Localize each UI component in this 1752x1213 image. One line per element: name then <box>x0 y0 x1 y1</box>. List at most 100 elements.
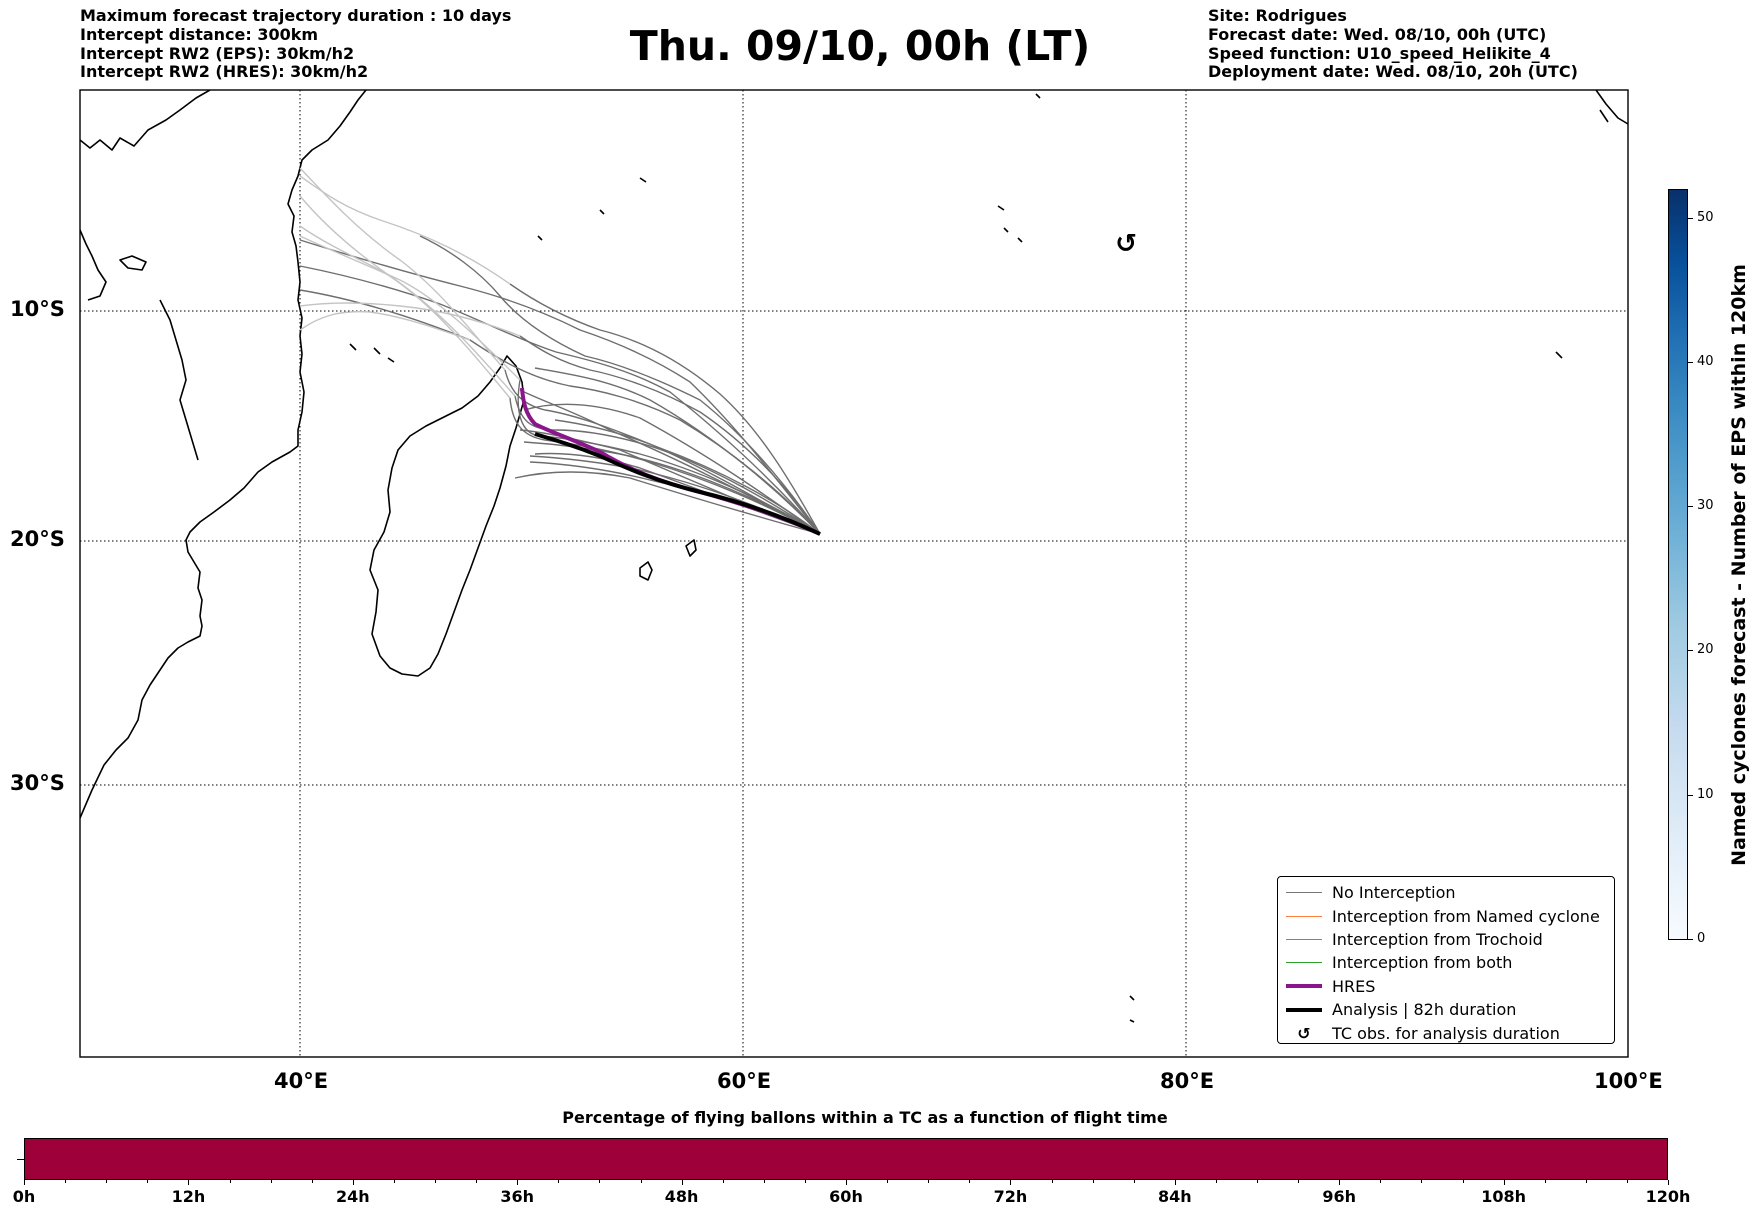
legend-line-swatch <box>1286 962 1322 964</box>
flight-time-tick-label: 60h <box>829 1187 863 1206</box>
flight-time-tick <box>517 1180 519 1185</box>
comoros-islands <box>349 343 395 363</box>
flight-time-minor-tick <box>1215 1180 1217 1183</box>
eps-trajectory <box>523 441 821 535</box>
flight-time-minor-tick <box>1626 1180 1628 1183</box>
eps-trajectories <box>299 235 821 535</box>
flight-time-minor-tick <box>887 1180 889 1183</box>
flight-time-tick-label: 24h <box>335 1187 370 1206</box>
intercept-eps-text: Intercept RW2 (EPS): 30km/h2 <box>80 43 355 63</box>
colorbar-tick-label: 50 <box>1697 210 1714 225</box>
flight-time-minor-tick <box>65 1180 67 1183</box>
eps-trajectories-faded <box>299 167 521 399</box>
flight-time-minor-tick <box>1298 1180 1300 1183</box>
speed-function-text: Speed function: U10_speed_Helikite_4 <box>1208 43 1551 63</box>
flight-time-tick-label: 48h <box>664 1187 699 1206</box>
eps-trajectory <box>299 265 821 535</box>
flight-time-tick <box>24 1180 25 1185</box>
eps-trajectory <box>419 235 821 535</box>
flight-time-minor-tick <box>1380 1180 1382 1183</box>
eps-trajectory <box>299 302 521 337</box>
flight-time-minor-tick <box>435 1180 436 1183</box>
eps-trajectory <box>299 175 511 285</box>
legend-line-swatch <box>1286 915 1322 917</box>
flight-time-tick-label: 108h <box>1481 1187 1526 1206</box>
indonesia-coast <box>1595 90 1628 125</box>
flight-time-minor-tick <box>763 1180 765 1183</box>
flight-time-tick <box>352 1180 354 1185</box>
eps-trajectory <box>514 471 821 535</box>
colorbar-label: Named cyclones forecast - Number of EPS … <box>1728 264 1750 866</box>
eps-trajectory <box>299 235 521 381</box>
flight-time-tick <box>1668 1180 1669 1185</box>
flight-time-tick-label: 36h <box>500 1187 535 1206</box>
legend-item-both: Interception from both <box>1278 951 1614 974</box>
map-content: ↺ <box>80 90 1628 1057</box>
flight-time-minor-tick <box>1133 1180 1135 1183</box>
colorbar-tick <box>1688 218 1693 219</box>
flight-time-tick <box>1503 1180 1505 1185</box>
forecast-parameters: Maximum forecast trajectory duration : 1… <box>80 6 512 82</box>
legend-item-no-interception: No Interception <box>1278 881 1614 904</box>
flight-time-minor-tick <box>1585 1180 1587 1183</box>
eps-trajectory <box>517 379 821 535</box>
socotra-island <box>119 255 147 271</box>
colorbar-tick <box>1688 650 1693 651</box>
colorbar-tick-label: 20 <box>1697 642 1714 657</box>
legend-line-swatch <box>1286 938 1322 940</box>
tc-observation-icon: ↺ <box>1297 1023 1311 1043</box>
flight-time-minor-tick <box>147 1180 149 1183</box>
analysis-trajectory <box>534 432 821 536</box>
flight-time-minor-tick <box>722 1180 724 1183</box>
eps-trajectory <box>504 369 821 535</box>
site-info: Site: Rodrigues Forecast date: Wed. 08/1… <box>1208 6 1578 82</box>
kenya-somalia-coast <box>80 90 211 151</box>
flight-time-minor-tick <box>1421 1180 1423 1183</box>
eps-trajectory <box>299 225 511 399</box>
legend-item-named-cyclone: Interception from Named cyclone <box>1278 904 1614 927</box>
flight-time-tick-label: 0h <box>12 1187 36 1206</box>
flight-time-tick-label: 120h <box>1645 1187 1691 1206</box>
flight-time-minor-tick <box>229 1180 231 1183</box>
max-duration-text: Maximum forecast trajectory duration : 1… <box>80 6 512 25</box>
flight-time-tick <box>1339 1180 1341 1185</box>
forecast-date-text: Forecast date: Wed. 08/10, 00h (UTC) <box>1208 24 1547 44</box>
legend-item-tc-obs: ↺ TC obs. for analysis duration <box>1278 1021 1614 1044</box>
flight-time-minor-tick <box>270 1180 272 1183</box>
flight-time-minor-tick <box>476 1180 478 1183</box>
reunion-island <box>685 539 697 557</box>
map-legend: No Interception Interception from Named … <box>1277 876 1615 1044</box>
flight-time-tick <box>846 1180 847 1185</box>
lon-label-100e: 100°E <box>1594 1069 1663 1093</box>
madagascar-coastline <box>369 355 525 677</box>
colorbar-tick <box>1688 939 1693 940</box>
flight-time-tick-label: 72h <box>993 1187 1028 1206</box>
lon-label-40e: 40°E <box>274 1069 329 1093</box>
flight-time-tick-label: 12h <box>171 1187 206 1206</box>
eps-trajectory <box>509 397 821 535</box>
site-text: Site: Rodrigues <box>1208 6 1347 25</box>
colorbar-tick-label: 10 <box>1697 787 1714 802</box>
flight-time-tick <box>681 1180 683 1185</box>
intercept-distance-text: Intercept distance: 300km <box>80 24 319 44</box>
flight-time-minor-tick <box>1051 1180 1053 1183</box>
cyclone-count-colorbar <box>1668 189 1688 940</box>
colorbar-tick-label: 40 <box>1697 354 1714 369</box>
flight-time-minor-tick <box>599 1180 601 1183</box>
flight-time-colorbar-title: Percentage of flying ballons within a TC… <box>562 1108 1168 1127</box>
legend-item-hres: HRES <box>1278 975 1614 998</box>
map-frame <box>79 89 1629 1058</box>
eps-trajectory <box>534 367 821 535</box>
flight-time-minor-tick <box>1462 1180 1464 1183</box>
eps-trajectory <box>514 395 821 535</box>
flight-time-minor-tick <box>1257 1180 1258 1183</box>
colorbar-tick-label: 30 <box>1697 498 1714 513</box>
deployment-date-text: Deployment date: Wed. 08/10, 20h (UTC) <box>1208 62 1578 82</box>
flight-time-minor-tick <box>928 1180 930 1183</box>
colorbar-tick-label: 0 <box>1697 931 1706 946</box>
flight-time-minor-tick <box>1092 1180 1094 1183</box>
colorbar-y-tick <box>17 1159 24 1160</box>
flight-time-tick-label: 84h <box>1157 1187 1192 1206</box>
lon-label-60e: 60°E <box>717 1069 772 1093</box>
